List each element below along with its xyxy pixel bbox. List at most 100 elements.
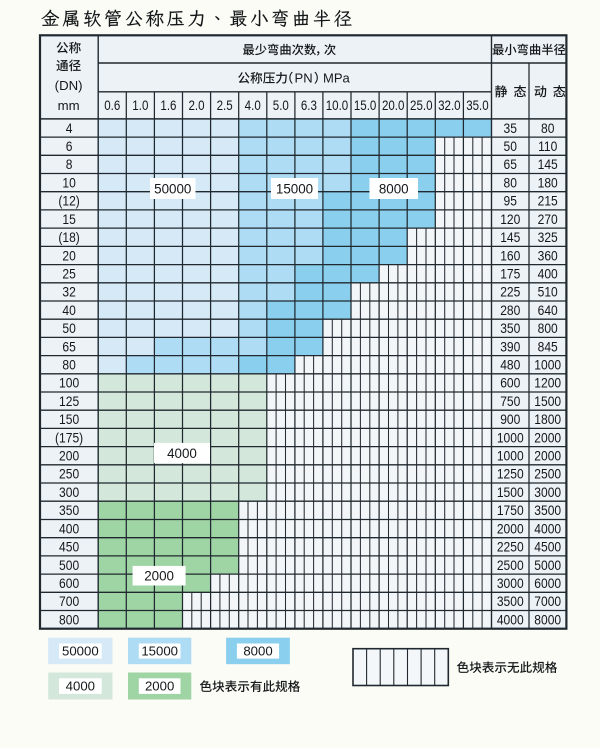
svg-text:100: 100 xyxy=(59,375,79,391)
svg-text:500: 500 xyxy=(59,557,79,573)
svg-text:50: 50 xyxy=(504,138,517,154)
svg-text:mm: mm xyxy=(58,98,80,113)
svg-text:270: 270 xyxy=(538,211,558,227)
svg-text:15000: 15000 xyxy=(141,644,178,659)
svg-text:900: 900 xyxy=(500,412,520,428)
svg-text:125: 125 xyxy=(59,393,79,409)
svg-text:225: 225 xyxy=(500,284,520,300)
svg-text:2500: 2500 xyxy=(534,466,561,482)
svg-text:1.0: 1.0 xyxy=(132,98,148,113)
svg-text:2000: 2000 xyxy=(497,521,524,537)
svg-text:4000: 4000 xyxy=(66,679,95,694)
svg-text:1.6: 1.6 xyxy=(160,98,176,113)
svg-text:1250: 1250 xyxy=(497,466,524,482)
svg-text:200: 200 xyxy=(59,448,79,464)
svg-text:325: 325 xyxy=(538,229,558,245)
svg-text:2000: 2000 xyxy=(534,430,561,446)
svg-text:40: 40 xyxy=(62,302,75,318)
svg-text:750: 750 xyxy=(500,393,520,409)
svg-text:50000: 50000 xyxy=(62,644,99,659)
svg-text:MPa: MPa xyxy=(323,71,351,86)
svg-text:2000: 2000 xyxy=(145,679,174,694)
svg-text:95: 95 xyxy=(504,193,517,209)
svg-text:120: 120 xyxy=(500,211,520,227)
svg-text:PN: PN xyxy=(295,71,313,86)
svg-text:150: 150 xyxy=(59,412,79,428)
svg-text:2.5: 2.5 xyxy=(217,98,233,113)
svg-text:65: 65 xyxy=(504,157,517,173)
svg-text:3500: 3500 xyxy=(534,503,561,519)
svg-text:15000: 15000 xyxy=(276,181,313,196)
svg-text:0.6: 0.6 xyxy=(104,98,120,113)
svg-text:1500: 1500 xyxy=(497,484,524,500)
svg-text:80: 80 xyxy=(504,175,517,191)
svg-text:250: 250 xyxy=(59,466,79,482)
svg-text:4: 4 xyxy=(66,120,73,136)
svg-text:5.0: 5.0 xyxy=(273,98,289,113)
svg-text:15.0: 15.0 xyxy=(354,98,376,113)
svg-text:(175): (175) xyxy=(55,430,83,446)
svg-text:600: 600 xyxy=(59,575,79,591)
svg-text:2.0: 2.0 xyxy=(189,98,205,113)
svg-text:4000: 4000 xyxy=(167,446,197,461)
svg-text:1000: 1000 xyxy=(497,448,524,464)
svg-text:280: 280 xyxy=(500,302,520,318)
svg-text:1500: 1500 xyxy=(534,393,561,409)
svg-text:600: 600 xyxy=(500,375,520,391)
svg-text:15: 15 xyxy=(62,211,75,227)
svg-text:640: 640 xyxy=(538,302,558,318)
svg-text:4000: 4000 xyxy=(534,521,561,537)
svg-text:6000: 6000 xyxy=(534,575,561,591)
svg-text:80: 80 xyxy=(541,120,554,136)
svg-text:4.0: 4.0 xyxy=(245,98,261,113)
svg-text:1750: 1750 xyxy=(497,503,524,519)
svg-text:845: 845 xyxy=(538,339,558,355)
svg-text:6: 6 xyxy=(66,138,73,154)
svg-text:10: 10 xyxy=(62,175,75,191)
svg-text:8000: 8000 xyxy=(534,612,561,628)
svg-text:800: 800 xyxy=(59,612,79,628)
svg-text:8000: 8000 xyxy=(379,181,409,196)
svg-text:360: 360 xyxy=(538,248,558,264)
svg-text:35: 35 xyxy=(504,120,517,136)
svg-text:8: 8 xyxy=(66,157,73,173)
svg-text:2250: 2250 xyxy=(497,539,524,555)
svg-text:1000: 1000 xyxy=(497,430,524,446)
svg-text:4000: 4000 xyxy=(497,612,524,628)
svg-text:400: 400 xyxy=(538,266,558,282)
svg-text:50: 50 xyxy=(62,320,75,336)
svg-text:1200: 1200 xyxy=(534,375,561,391)
svg-text:1000: 1000 xyxy=(534,357,561,373)
svg-text:2000: 2000 xyxy=(144,569,174,584)
svg-text:4500: 4500 xyxy=(534,539,561,555)
svg-text:35.0: 35.0 xyxy=(466,98,488,113)
svg-text:10.0: 10.0 xyxy=(326,98,348,113)
svg-text:510: 510 xyxy=(538,284,558,300)
svg-text:3500: 3500 xyxy=(497,594,524,610)
svg-text:1800: 1800 xyxy=(534,412,561,428)
svg-text:32: 32 xyxy=(62,284,75,300)
svg-text:6.3: 6.3 xyxy=(301,98,317,113)
svg-text:390: 390 xyxy=(500,339,520,355)
svg-text:80: 80 xyxy=(62,357,75,373)
svg-text:7000: 7000 xyxy=(534,594,561,610)
svg-text:300: 300 xyxy=(59,484,79,500)
svg-text:(18): (18) xyxy=(58,229,79,245)
svg-text:350: 350 xyxy=(500,320,520,336)
svg-text:215: 215 xyxy=(538,193,558,209)
svg-text:160: 160 xyxy=(500,248,520,264)
svg-text:800: 800 xyxy=(538,320,558,336)
svg-text:(12): (12) xyxy=(58,193,79,209)
svg-text:2000: 2000 xyxy=(534,448,561,464)
svg-text:5000: 5000 xyxy=(534,557,561,573)
svg-text:20.0: 20.0 xyxy=(382,98,404,113)
svg-text:400: 400 xyxy=(59,521,79,537)
svg-text:3000: 3000 xyxy=(534,484,561,500)
svg-text:8000: 8000 xyxy=(243,644,272,659)
svg-text:350: 350 xyxy=(59,503,79,519)
svg-text:20: 20 xyxy=(62,248,75,264)
svg-text:(DN): (DN) xyxy=(55,78,83,93)
svg-text:32.0: 32.0 xyxy=(438,98,460,113)
svg-text:480: 480 xyxy=(500,357,520,373)
svg-text:2500: 2500 xyxy=(497,557,524,573)
